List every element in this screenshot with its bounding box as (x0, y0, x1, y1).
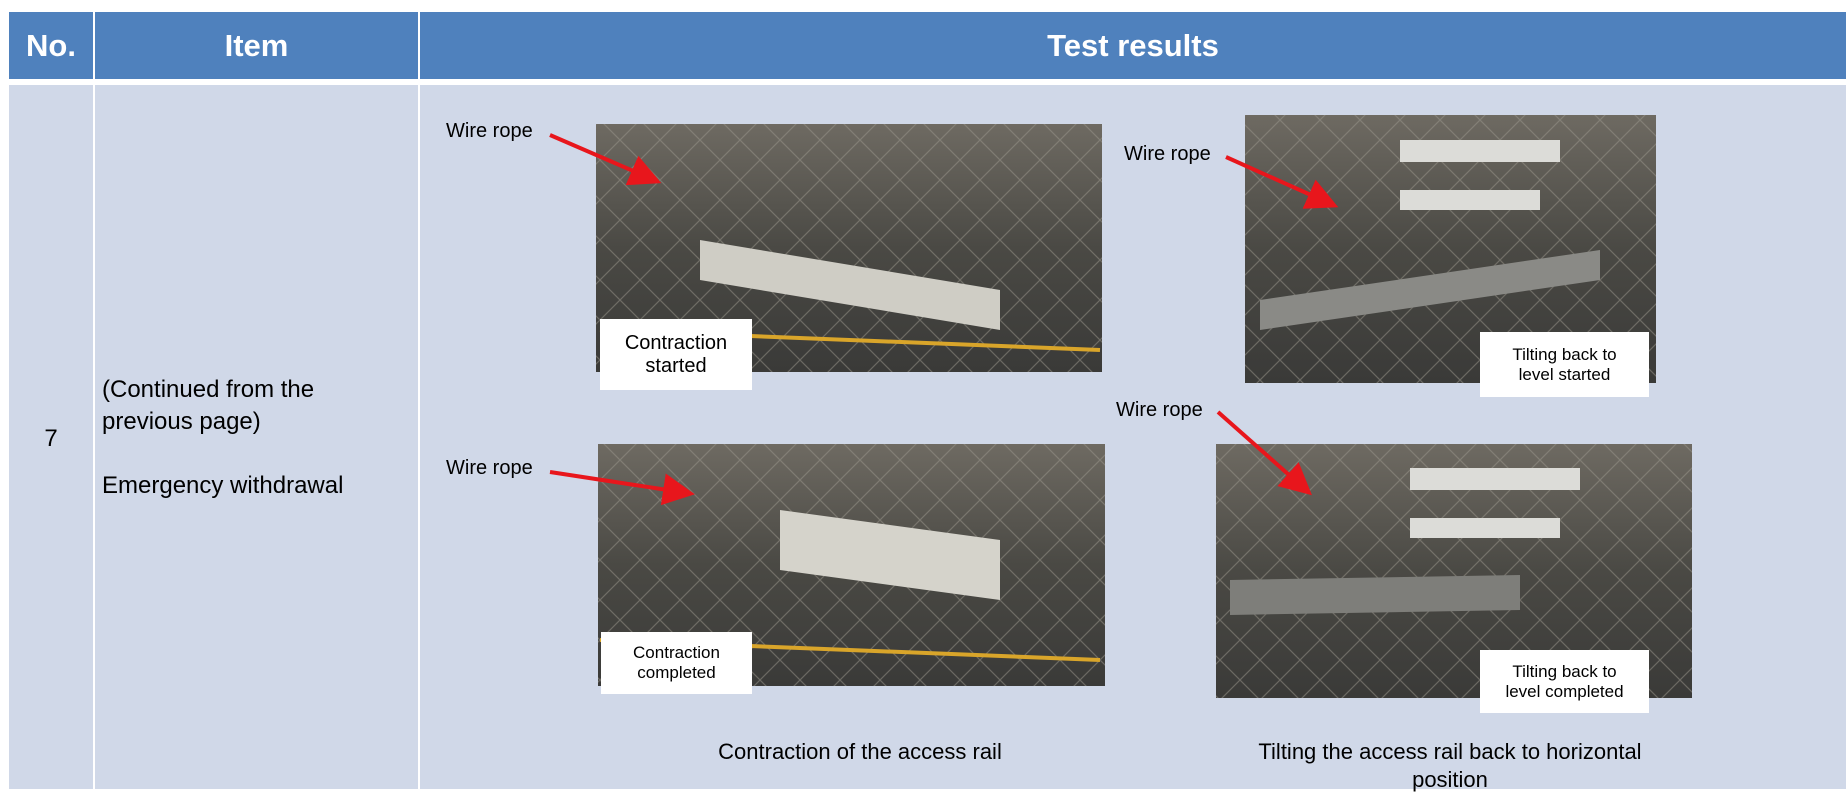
photo-label: Tilting back to level completed (1480, 650, 1649, 713)
photo (596, 124, 1102, 372)
body-cell (95, 85, 418, 789)
pointer-text: Wire rope (446, 120, 533, 142)
header-text: No. (26, 27, 76, 63)
pointer-text: Wire rope (446, 457, 533, 479)
photo (1245, 115, 1656, 383)
header-cell: Item (95, 12, 418, 79)
photo-label: Tilting back to level started (1480, 332, 1649, 397)
header-text: Test results (1047, 27, 1219, 63)
item-line: (Continued from the previous page) (102, 376, 315, 435)
body-cell (9, 85, 93, 789)
photo-label: Contraction completed (601, 632, 752, 694)
caption: Tilting the access rail back to horizont… (1258, 739, 1642, 792)
caption: Contraction of the access rail (718, 739, 1002, 764)
pointer-text: Wire rope (1124, 143, 1211, 165)
header-cell: Test results (420, 12, 1846, 79)
arrows (549, 133, 1339, 506)
header-cell: No. (9, 12, 93, 79)
pointer-text: Wire rope (1116, 399, 1203, 421)
row-number: 7 (44, 425, 58, 452)
header-text: Item (224, 27, 289, 63)
photo-label: Contraction started (600, 319, 752, 390)
item-line: Emergency withdrawal (102, 472, 344, 499)
